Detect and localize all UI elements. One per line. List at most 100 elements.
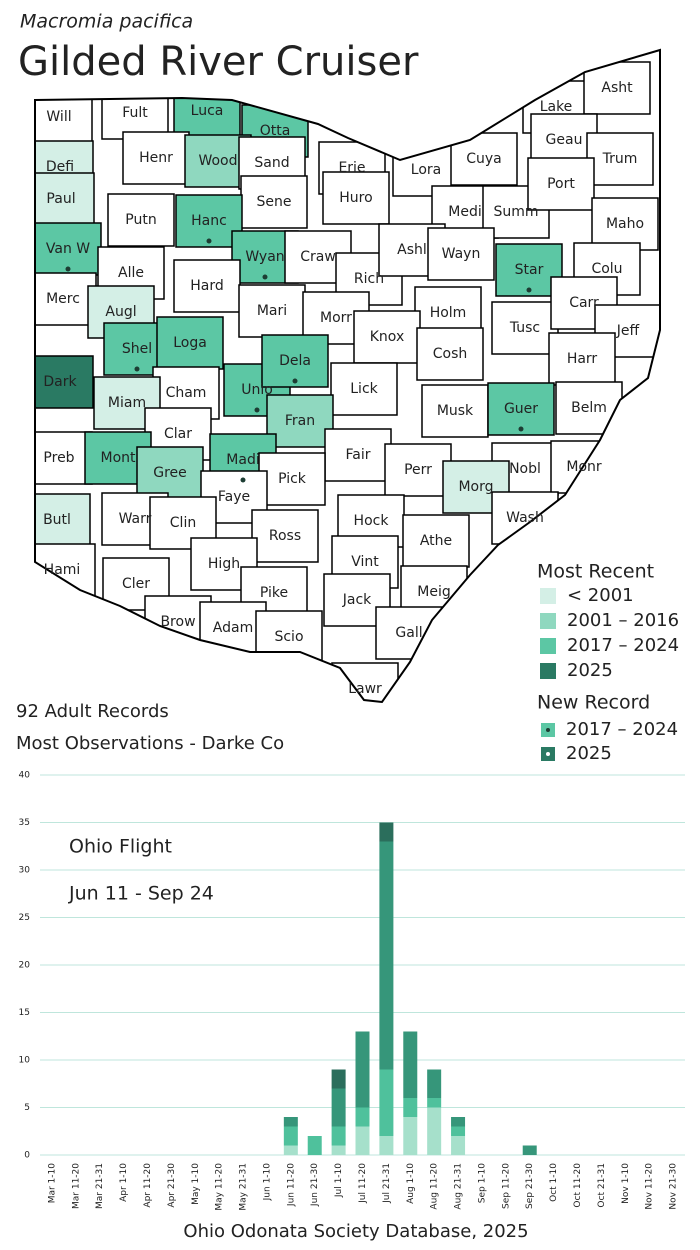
county-label: Tusc [509,320,540,336]
legend-dot [546,752,550,756]
county-label: Gree [153,465,187,481]
county-label: Butl [43,512,71,528]
county-label: Carr [569,295,599,311]
y-tick-label: 15 [19,1008,30,1018]
county-label: Cosh [433,346,468,362]
county-label: Clar [164,426,192,442]
county-label: Holm [430,305,467,321]
county [487,382,555,436]
county-label: Summ [493,204,538,220]
y-tick-label: 0 [24,1151,30,1161]
county-label: Mari [257,303,287,319]
x-tick-label: Jul 21-31 [382,1163,392,1204]
county-label: Huro [339,190,372,206]
title: Gilded River Cruiser [18,39,419,85]
county-label: Loga [173,335,207,351]
most-observations: Most Observations - Darke Co [16,733,284,754]
legend-label: 2025 [567,660,613,681]
county-label: Cuya [466,151,502,167]
x-tick-label: Nov 1-10 [621,1163,631,1204]
x-tick-label: Apr 11-20 [143,1163,153,1208]
bar-segment [355,1107,370,1127]
county-label: Dark [43,374,77,390]
x-tick-label: Aug 21-31 [454,1163,464,1210]
county-label: Fult [122,105,148,121]
bar-segment [283,1145,298,1155]
x-tick-label: May 1-10 [191,1163,201,1205]
county-labels: Will Fult Luca Otta Lake Asht Defi Henr Wood Sand… [43,80,644,697]
x-tick-label: Nov 21-30 [669,1163,679,1210]
county-label: Wayn [442,246,481,262]
county-label: Lick [350,381,378,397]
bar-segment [379,1136,394,1155]
county [240,175,308,229]
county-label: Clin [170,515,196,531]
county-label: Wash [506,510,544,526]
legend-swatch [540,638,556,654]
bar-segment [331,1088,346,1127]
county-label: Lake [540,99,573,115]
new-record-dot [526,287,532,293]
county-label: Van W [46,241,90,257]
county-label: Jack [342,592,372,608]
bar-segment [331,1126,346,1146]
x-tick-label: Mar 21-31 [95,1163,105,1209]
bar-segment [379,822,394,842]
county [251,509,319,563]
county-label: Scio [274,629,303,645]
bar-segment [307,1136,322,1155]
bar-segment [403,1117,418,1155]
county-label: Trum [602,151,638,167]
county [586,132,654,186]
county [384,443,452,497]
county [591,197,659,251]
bar-segment [451,1117,466,1127]
county-label: Sand [254,155,289,171]
county-label: Warr [119,511,152,527]
county [122,131,190,185]
y-tick-label: 40 [19,771,31,781]
annotation: Jun 11 - Sep 24 [68,883,214,905]
new-record-dot [292,378,298,384]
county [35,431,93,485]
legend-label: 2025 [566,743,612,764]
legend-label: 2017 – 2024 [566,719,678,740]
species: Macromia pacifica [20,11,193,33]
x-tick-label: Mar 11-20 [71,1163,81,1209]
county-label: Otta [260,123,291,139]
county [35,222,102,276]
county-label: Dela [279,353,311,369]
county-label: Rich [354,271,384,287]
y-tick-label: 20 [19,961,31,971]
county [427,227,495,281]
bar-segment [427,1098,442,1108]
new-record-dot [262,274,268,280]
county-label: Adam [213,620,253,636]
legend-swatch [540,613,556,629]
legend-swatch [540,588,556,604]
county-label: Shel [122,341,152,357]
county [35,493,91,547]
bar-segment [427,1069,442,1098]
county [258,452,326,506]
county-label: Sene [257,194,292,210]
county-label: Preb [43,450,74,466]
legend: Most Recent< 2001 2001 – 2016 2017 – 2024 2… [537,561,679,765]
x-tick-label: Nov 11-20 [645,1163,655,1210]
x-tick-label: Oct 11-20 [573,1163,583,1208]
county-label: Harr [567,351,598,367]
county-label: Gall [395,625,422,641]
bar-segment [379,841,394,1070]
x-tick-label: Aug 1-10 [406,1163,416,1204]
county [107,193,175,247]
county-label: Meig [417,584,450,600]
legend-label: < 2001 [567,585,634,606]
county-label: Ross [269,528,301,544]
county-label: Miam [108,395,146,411]
new-record-dot [134,366,140,372]
legend-swatch [540,663,556,679]
county [583,61,651,115]
county-label: Defi [46,159,74,175]
county-label: Cham [166,385,207,401]
